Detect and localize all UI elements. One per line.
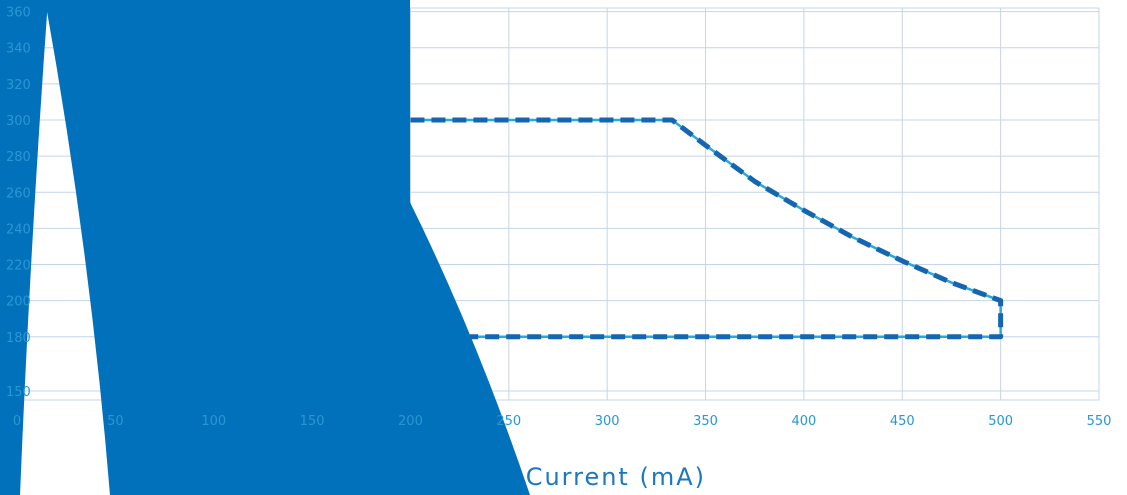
x-tick-label: 550 [1087, 414, 1112, 429]
y-tick-label: 260 [6, 186, 31, 201]
y-tick-label: 220 [6, 259, 31, 274]
overlay-shape-top [270, 0, 410, 330]
y-tick-label: 200 [6, 295, 31, 310]
x-tick-label: 350 [693, 414, 718, 429]
x-axis-title: Current (mA) [526, 463, 706, 491]
x-tick-label: 100 [201, 414, 226, 429]
overlay-shape-strip [0, 0, 48, 495]
x-tick-label: 50 [107, 414, 124, 429]
series-line-dashed [410, 117, 1004, 340]
overlay-layer [0, 0, 530, 495]
x-tick-label: 400 [791, 414, 816, 429]
y-tick-label: 300 [6, 114, 31, 129]
x-tick-label: 300 [595, 414, 620, 429]
series-layer [410, 117, 1004, 340]
y-tick-label: 360 [6, 6, 31, 21]
y-tick-label: 320 [6, 78, 31, 93]
y-tick-label: 340 [6, 42, 31, 57]
y-tick-label: 180 [6, 331, 31, 346]
x-tick-label: 250 [496, 414, 521, 429]
y-tick-label: 150 [6, 385, 31, 400]
tick-labels: 0 50 100 150 200 250 300 350 400 450 500 550 150 180 2… [6, 6, 1111, 429]
x-tick-label: 500 [988, 414, 1013, 429]
y-tick-label: 280 [6, 150, 31, 165]
x-tick-label: 450 [890, 414, 915, 429]
x-tick-label: 150 [300, 414, 325, 429]
y-tick-label: 240 [6, 222, 31, 237]
overlay-shape-left [45, 0, 530, 495]
x-tick-label: 0 [13, 414, 21, 429]
x-tick-label: 200 [398, 414, 423, 429]
